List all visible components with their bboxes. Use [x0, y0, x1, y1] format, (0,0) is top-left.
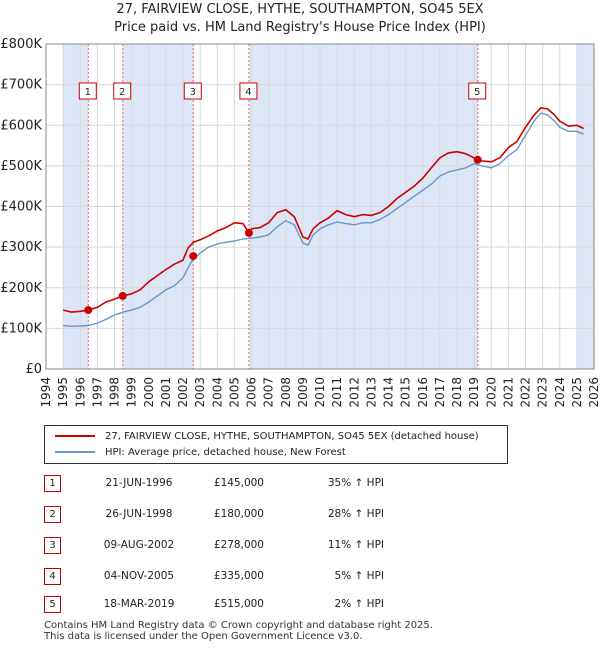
sale-row: 3 09-AUG-2002 £278,000 11% ↑ HPI [44, 537, 464, 554]
y-tick-label: £300K [0, 240, 42, 255]
legend-swatch-hpi [55, 451, 95, 453]
sale-row: 1 21-JUN-1996 £145,000 35% ↑ HPI [44, 475, 464, 492]
x-tick-label: 1999 [125, 377, 139, 408]
footer-line: This data is licensed under the Open Gov… [44, 631, 363, 642]
property-line [62, 107, 585, 313]
x-tick-label: 2021 [501, 377, 515, 408]
x-tick-label: 2023 [536, 377, 550, 408]
y-tick-label: £600K [0, 118, 42, 133]
x-tick-label: 2006 [245, 377, 259, 408]
x-tick-label: 2018 [450, 377, 464, 408]
sale-date: 04-NOV-2005 [103, 570, 175, 582]
x-tick-label: 2004 [210, 377, 224, 408]
sale-number-box [239, 82, 258, 100]
sale-point [473, 155, 482, 164]
x-tick-label: 2019 [467, 377, 481, 408]
legend-swatch-property [55, 435, 95, 437]
x-tick-label: 1997 [90, 377, 104, 408]
sale-number-label: 2 [119, 87, 125, 98]
y-tick-label: £100K [0, 321, 42, 336]
chart-subtitle: Price paid vs. HM Land Registry's House … [114, 20, 486, 35]
sale-number-box [183, 82, 202, 100]
x-tick-label: 2022 [519, 377, 533, 408]
sale-date: 21-JUN-1996 [105, 477, 173, 489]
sale-date: 18-MAR-2019 [103, 598, 175, 610]
sale-number-label: 5 [474, 87, 480, 98]
x-tick-label: 2002 [176, 377, 190, 408]
sale-number-badge: 2 [44, 506, 61, 523]
y-tick-label: £700K [0, 78, 42, 93]
sale-date: 26-JUN-1998 [105, 508, 173, 520]
sale-point [244, 228, 253, 237]
x-tick-label: 2005 [227, 377, 241, 408]
sale-price: £278,000 [213, 539, 264, 551]
x-tick-label: 2012 [347, 377, 361, 408]
x-tick-label: 2003 [193, 377, 207, 408]
x-tick-label: 2013 [364, 377, 378, 408]
footer-license: Contains HM Land Registry data © Crown c… [44, 620, 433, 642]
sale-hpi-change: 5% ↑ HPI [334, 570, 384, 582]
x-tick-label: 2025 [570, 377, 584, 408]
sale-point [189, 252, 198, 261]
sale-date: 09-AUG-2002 [103, 539, 175, 551]
x-tick-label: 1996 [73, 377, 87, 408]
sale-number-box [78, 82, 97, 100]
x-tick-label: 1998 [108, 377, 122, 408]
x-tick-label: 2024 [553, 377, 567, 408]
sale-price: £335,000 [213, 570, 264, 582]
legend-item-hpi: HPI: Average price, detached house, New … [55, 445, 346, 461]
legend: 27, FAIRVIEW CLOSE, HYTHE, SOUTHAMPTON, … [44, 425, 508, 464]
sale-hpi-change: 35% ↑ HPI [327, 477, 384, 489]
sale-row: 4 04-NOV-2005 £335,000 5% ↑ HPI [44, 568, 464, 585]
x-tick-label: 1995 [56, 377, 70, 408]
x-tick-label: 2009 [296, 377, 310, 408]
sale-hpi-change: 28% ↑ HPI [327, 508, 384, 520]
x-tick-label: 2020 [484, 377, 498, 408]
x-tick-label: 2001 [159, 377, 173, 408]
x-tick-label: 2008 [279, 377, 293, 408]
sale-price: £180,000 [213, 508, 264, 520]
footer-line: Contains HM Land Registry data © Crown c… [44, 620, 433, 631]
plot-frame [45, 43, 595, 370]
y-tick-label: £0 [25, 362, 42, 377]
sale-price: £515,000 [213, 598, 264, 610]
x-tick-label: 1994 [39, 377, 53, 408]
y-tick-label: £800K [0, 37, 42, 52]
sale-number-badge: 5 [44, 596, 61, 613]
x-tick-label: 2016 [416, 377, 430, 408]
x-tick-label: 2007 [262, 377, 276, 408]
sale-number-badge: 4 [44, 568, 61, 585]
sale-number-label: 3 [190, 87, 196, 98]
sale-row: 2 26-JUN-1998 £180,000 28% ↑ HPI [44, 506, 464, 523]
x-tick-label: 2011 [330, 377, 344, 408]
x-tick-label: 2010 [313, 377, 327, 408]
sale-hpi-change: 11% ↑ HPI [327, 539, 384, 551]
x-tick-label: 2000 [142, 377, 156, 408]
legend-item-property: 27, FAIRVIEW CLOSE, HYTHE, SOUTHAMPTON, … [55, 429, 479, 445]
sale-number-box [468, 82, 487, 100]
price-chart: £0 £100K £200K £300K £400K £500K £600K £700K £80… [0, 37, 600, 408]
sale-number-badge: 3 [44, 537, 61, 554]
x-tick-label: 2014 [382, 377, 396, 408]
sale-price: £145,000 [213, 477, 264, 489]
x-tick-label: 2026 [587, 377, 600, 408]
sale-hpi-change: 2% ↑ HPI [334, 598, 384, 610]
y-tick-label: £200K [0, 281, 42, 296]
sale-point [118, 291, 127, 300]
legend-label-property: 27, FAIRVIEW CLOSE, HYTHE, SOUTHAMPTON, … [105, 431, 479, 442]
y-tick-label: £400K [0, 200, 42, 215]
x-tick-label: 2017 [433, 377, 447, 408]
sale-number-badge: 1 [44, 475, 61, 492]
chart-title: 27, FAIRVIEW CLOSE, HYTHE, SOUTHAMPTON, … [116, 2, 484, 17]
sale-number-box [113, 82, 132, 100]
y-tick-label: £500K [0, 159, 42, 174]
x-tick-label: 2015 [399, 377, 413, 408]
sale-number-label: 4 [245, 87, 251, 98]
hpi-line [63, 112, 584, 327]
sale-number-label: 1 [85, 87, 91, 98]
sale-row: 5 18-MAR-2019 £515,000 2% ↑ HPI [44, 596, 464, 613]
sale-point [84, 306, 93, 315]
legend-label-hpi: HPI: Average price, detached house, New … [105, 447, 346, 458]
